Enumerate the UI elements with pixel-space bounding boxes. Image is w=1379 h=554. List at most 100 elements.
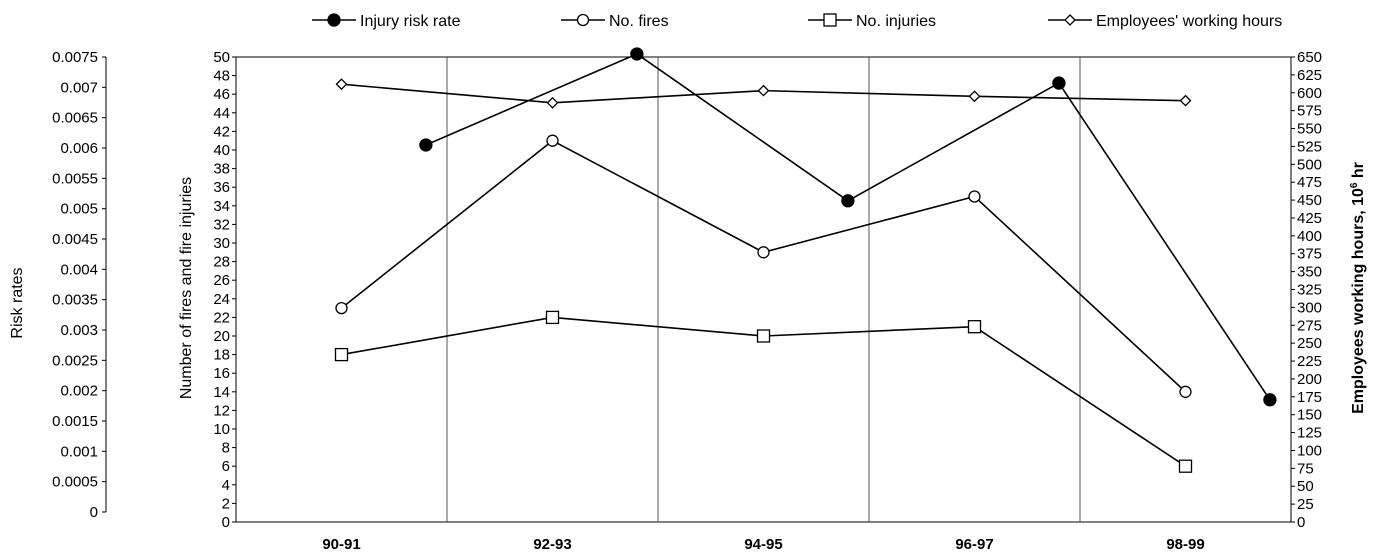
hours-tick-label: 50 [1297,478,1314,495]
hours-tick-label: 600 [1297,85,1322,102]
legend-label: No. fires [609,13,669,30]
hours-tick-label: 650 [1297,49,1322,66]
count-tick-label: 32 [213,216,230,233]
series-open-square [334,310,1193,473]
data-point-open-square [756,329,771,343]
series-line [341,139,1187,393]
data-point-filled-circle [327,13,341,27]
hours-axis: 0255075100125150175200225250275300325350… [1291,49,1322,531]
count-tick-label: 48 [213,68,230,85]
hours-tick-label: 0 [1297,514,1305,531]
risk-tick-label: 0.0055 [52,170,98,187]
data-point-open-square [967,320,982,334]
data-point-open-diamond [1179,94,1192,107]
data-point-open-square [545,310,560,325]
legend: Injury risk rate No. fires No. injuries Emp… [312,13,1282,30]
count-tick-label: 8 [222,440,230,457]
data-point-open-circle [757,246,770,259]
hours-tick-label: 150 [1297,407,1322,424]
data-point-open-square [334,347,349,362]
category-label: 94-95 [744,536,782,553]
count-tick-label: 50 [213,49,230,66]
risk-tick-label: 0.0075 [52,49,98,66]
data-point-open-diamond [1064,14,1076,26]
count-tick-label: 2 [222,495,230,512]
risk-tick-label: 0.0005 [52,474,98,491]
count-tick-label: 30 [213,235,230,252]
data-point-filled-circle [1263,393,1277,407]
category-axis: 90-91 92-93 94-95 96-97 98-99 [322,536,1204,553]
risk-tick-label: 0 [90,504,98,521]
count-tick-label: 6 [222,458,230,475]
legend-item: No. fires [561,13,669,30]
count-tick-label: 16 [213,365,230,382]
hours-axis-title-unit: hr [1350,162,1367,182]
count-tick-label: 10 [213,421,230,438]
hours-tick-label: 300 [1297,299,1322,316]
hours-tick-label: 350 [1297,264,1322,281]
legend-item: Employees' working hours [1048,13,1282,30]
hours-tick-label: 425 [1297,210,1322,227]
count-tick-label: 24 [213,291,230,308]
hours-tick-label: 100 [1297,442,1322,459]
count-tick-label: 14 [213,384,230,401]
risk-tick-label: 0.0025 [52,352,98,369]
series-filled-circle [419,47,1277,407]
count-axis: 0246810121416182022242628303234363840424… [213,49,236,531]
legend-label: No. injuries [856,13,936,30]
data-point-open-diamond [546,96,559,109]
plot-area [235,56,1292,523]
data-point-open-circle [968,190,981,203]
risk-axis: 0.0075 0.007 0.0065 0.006 0.0055 0.005 0.0045 0… [52,49,107,521]
data-point-filled-circle [630,47,644,61]
hours-tick-label: 625 [1297,67,1322,84]
hours-axis-title: Employees working hours, 106 hr [1349,162,1367,414]
risk-tick-label: 0.007 [60,79,98,96]
count-axis-title: Number of fires and fire injuries [178,177,195,399]
hours-axis-title-exp: 6 [1349,182,1360,188]
risk-tick-label: 0.0045 [52,231,98,248]
hours-tick-label: 250 [1297,335,1322,352]
category-label: 98-99 [1166,536,1204,553]
hours-tick-label: 500 [1297,156,1322,173]
hours-axis-title-main: Employees working hours, 10 [1350,188,1367,414]
count-tick-label: 22 [213,309,230,326]
hours-tick-label: 325 [1297,282,1322,299]
data-point-open-diamond [968,90,981,103]
count-tick-label: 46 [213,86,230,103]
count-tick-label: 38 [213,161,230,178]
risk-tick-label: 0.004 [60,261,98,278]
count-tick-label: 34 [213,198,230,215]
count-tick-label: 26 [213,272,230,289]
hours-tick-label: 225 [1297,353,1322,370]
data-point-open-square [1178,459,1193,473]
count-tick-label: 36 [213,179,230,196]
hours-tick-label: 450 [1297,192,1322,209]
count-tick-label: 40 [213,142,230,159]
count-tick-label: 42 [213,123,230,140]
hours-tick-label: 575 [1297,103,1322,120]
hours-tick-label: 400 [1297,228,1322,245]
risk-tick-label: 0.003 [60,322,98,339]
hours-tick-label: 200 [1297,371,1322,388]
hours-tick-label: 275 [1297,317,1322,334]
risk-tick-label: 0.005 [60,201,98,218]
count-tick-label: 44 [213,105,230,122]
data-point-open-circle [1179,385,1192,398]
data-point-filled-circle [841,194,855,208]
count-tick-label: 0 [222,514,230,531]
data-point-open-diamond [757,84,770,97]
risk-tick-label: 0.0065 [52,110,98,127]
legend-item: Injury risk rate [312,13,461,30]
legend-item: No. injuries [808,13,936,30]
data-point-open-circle [576,13,590,27]
hours-tick-label: 550 [1297,121,1322,138]
hours-tick-label: 175 [1297,389,1322,406]
data-point-open-diamond [335,78,348,91]
risk-tick-label: 0.0035 [52,292,98,309]
count-tick-label: 18 [213,347,230,364]
hours-tick-label: 375 [1297,246,1322,263]
count-tick-label: 4 [222,477,230,494]
data-point-filled-circle [419,138,433,152]
